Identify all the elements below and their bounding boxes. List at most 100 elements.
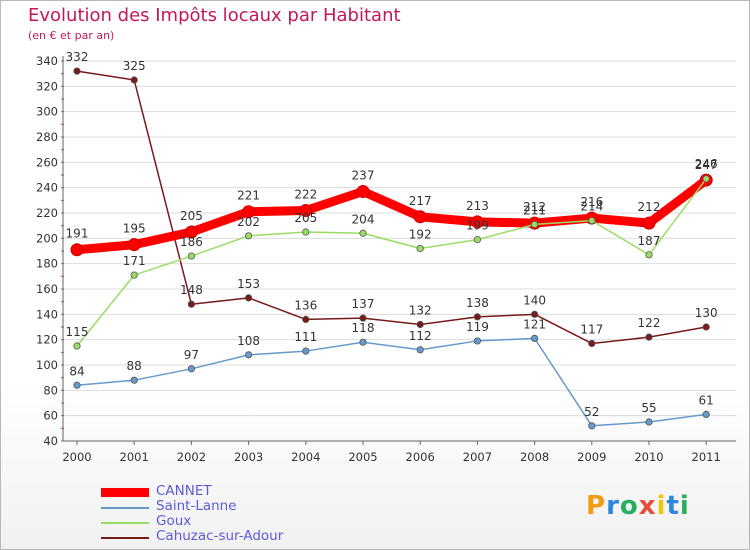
data-point	[127, 238, 141, 252]
x-tick-label: 2006	[406, 450, 435, 464]
logo-letter: i	[656, 491, 667, 521]
data-point	[187, 300, 195, 308]
x-tick-label: 2002	[177, 450, 206, 464]
data-label: 204	[352, 212, 375, 226]
logo-letter: t	[666, 491, 680, 521]
legend-label: Saint-Lanne	[156, 498, 237, 514]
data-label: 111	[294, 330, 317, 344]
data-point	[245, 232, 253, 240]
logo-letter: P	[586, 491, 607, 521]
data-point	[299, 203, 313, 217]
y-tick-label: 140	[36, 307, 58, 321]
y-tick-label: 220	[36, 206, 58, 220]
legend: CANNET Saint-Lanne Goux Cahuzac-sur-Adour	[101, 483, 361, 545]
x-tick-label: 2001	[120, 450, 149, 464]
data-label: 55	[641, 401, 656, 415]
data-point	[130, 376, 138, 384]
data-label: 97	[184, 348, 199, 362]
x-tick-label: 2011	[692, 450, 721, 464]
data-label: 212	[523, 200, 546, 214]
data-label: 247	[695, 158, 718, 172]
data-label: 61	[699, 393, 714, 407]
data-point	[416, 244, 424, 253]
x-tick-label: 2004	[291, 450, 320, 464]
logo-letter: o	[619, 491, 639, 521]
y-tick-label: 280	[36, 130, 58, 144]
data-label: 132	[409, 303, 432, 317]
data-label: 119	[466, 320, 489, 334]
y-tick-label: 260	[36, 155, 58, 169]
data-point	[473, 337, 481, 345]
data-point	[642, 216, 656, 230]
data-point	[73, 381, 81, 389]
chart-subtitle: (en € et par an)	[28, 29, 115, 42]
x-tick-label: 2009	[577, 450, 606, 464]
data-point	[187, 252, 195, 260]
data-point	[245, 294, 253, 302]
data-label: 112	[409, 329, 432, 343]
data-point	[702, 323, 710, 331]
x-tick-label: 2008	[520, 450, 549, 464]
data-point	[473, 236, 481, 244]
data-point	[702, 175, 710, 183]
data-point	[702, 410, 710, 418]
y-tick-label: 120	[36, 333, 58, 347]
data-point	[356, 184, 370, 198]
data-label: 217	[409, 194, 432, 208]
legend-swatch	[101, 521, 149, 524]
data-point	[73, 67, 81, 75]
data-point	[130, 271, 138, 279]
data-label: 212	[638, 200, 661, 214]
data-label: 237	[352, 168, 375, 182]
data-label: 199	[466, 219, 489, 233]
data-label: 186	[180, 235, 203, 249]
data-label: 187	[638, 234, 661, 248]
data-point	[470, 215, 484, 229]
legend-swatch	[101, 488, 149, 497]
data-label: 108	[237, 334, 260, 348]
y-tick-label: 80	[43, 383, 58, 397]
data-label: 52	[584, 405, 599, 419]
data-point	[416, 320, 424, 329]
y-tick-label: 40	[43, 434, 58, 448]
data-label: 214	[580, 200, 603, 214]
data-point	[530, 310, 539, 318]
data-label: 117	[580, 322, 603, 336]
chart-title: Evolution des Impôts locaux par Habitant	[28, 5, 401, 26]
legend-swatch	[101, 536, 149, 539]
series-line-cannet	[72, 175, 711, 255]
data-point	[245, 351, 253, 359]
data-label: 221	[237, 189, 260, 203]
data-point	[187, 365, 195, 373]
data-label: 191	[66, 227, 89, 241]
data-label: 202	[237, 215, 260, 229]
data-label: 148	[180, 283, 203, 297]
data-point	[302, 315, 310, 323]
y-tick-label: 180	[36, 257, 58, 271]
data-label: 137	[352, 297, 375, 311]
data-label: 84	[69, 364, 84, 378]
y-tick-label: 320	[36, 79, 58, 93]
legend-label: Cahuzac-sur-Adour	[156, 528, 284, 544]
y-tick-label: 100	[36, 358, 58, 372]
data-label: 122	[638, 316, 661, 330]
legend-item: Goux	[101, 513, 361, 530]
data-point	[359, 338, 367, 346]
data-label: 118	[352, 321, 375, 335]
data-label: 171	[123, 254, 146, 268]
x-tick-label: 2003	[234, 450, 263, 464]
data-label: 246	[695, 157, 718, 171]
series-line-goux	[76, 178, 707, 347]
data-point	[588, 422, 596, 430]
data-point	[70, 243, 84, 257]
data-point	[530, 334, 539, 342]
data-point	[302, 228, 310, 236]
series-line-cahuzac-sur-adour	[76, 70, 707, 345]
x-tick-label: 2007	[463, 450, 492, 464]
legend-item: Cahuzac-sur-Adour	[101, 528, 361, 545]
data-label: 136	[294, 298, 317, 312]
data-label: 138	[466, 296, 489, 310]
data-point	[530, 220, 539, 228]
proxiti-logo: Proxiti	[586, 491, 690, 521]
